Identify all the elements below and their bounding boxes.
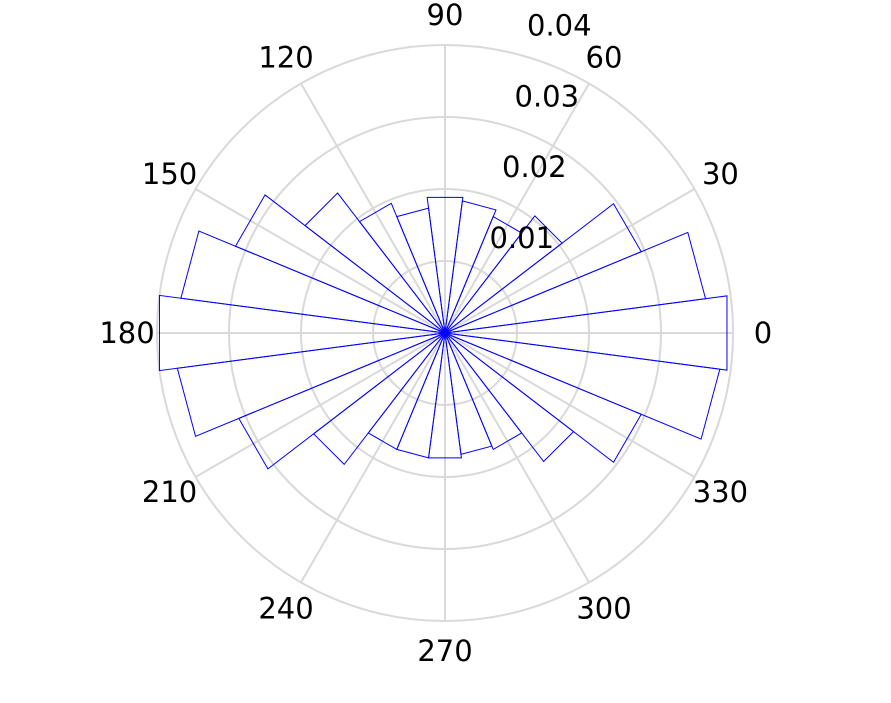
angle-tick-label: 120 — [258, 41, 313, 75]
radius-tick-label: 0.03 — [515, 79, 580, 113]
grid-spoke-150 — [195, 188, 446, 334]
grid-spoke-330 — [444, 332, 695, 478]
grid-spoke-210 — [195, 332, 446, 478]
angle-tick-label: 300 — [576, 591, 631, 625]
angle-tick-label: 30 — [702, 157, 739, 191]
angle-tick-label: 210 — [142, 475, 197, 509]
grid-spoke-300 — [444, 332, 590, 583]
angle-tick-label: 150 — [142, 157, 197, 191]
angle-tick-label: 180 — [99, 316, 154, 350]
grid-spoke-240 — [300, 332, 446, 583]
angle-tick-label: 330 — [693, 475, 748, 509]
radius-tick-label: 0.04 — [527, 8, 592, 42]
grid-spoke-60 — [444, 83, 590, 334]
histogram-bins — [158, 192, 728, 470]
radius-tick-label: 0.01 — [490, 221, 555, 255]
grid-spoke-30 — [444, 188, 695, 334]
angle-tick-label: 240 — [258, 591, 313, 625]
angle-tick-label: 0 — [754, 316, 772, 350]
angle-tick-label: 60 — [586, 41, 623, 75]
histogram-bin — [444, 332, 721, 440]
polar-grid — [156, 44, 734, 622]
angle-tick-labels: 0 30 60 90 120 150 180 210 240 270 300 330 — [99, 0, 772, 668]
angle-tick-label: 90 — [427, 0, 464, 32]
radius-tick-labels: 0.01 0.02 0.03 0.04 — [490, 8, 592, 255]
grid-spoke-120 — [300, 83, 446, 334]
radius-tick-label: 0.02 — [502, 150, 567, 184]
angle-tick-label: 270 — [417, 634, 472, 668]
